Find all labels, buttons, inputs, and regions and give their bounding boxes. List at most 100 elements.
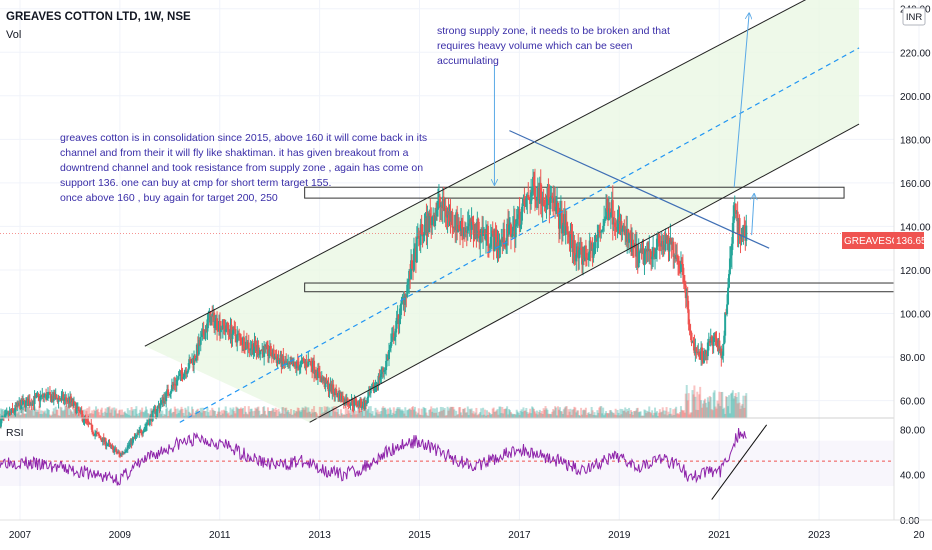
- volume-bar: [331, 406, 334, 418]
- candle-body: [249, 348, 252, 350]
- volume-bar: [222, 409, 225, 418]
- candle-body: [650, 251, 653, 260]
- volume-bar: [244, 411, 247, 418]
- volume-bar: [329, 411, 332, 418]
- volume-bar: [718, 391, 721, 418]
- currency-badge[interactable]: [902, 7, 926, 26]
- volume-bar: [677, 413, 680, 418]
- volume-bar: [216, 413, 219, 418]
- volume-bar: [149, 408, 152, 418]
- candle-body: [389, 342, 392, 348]
- volume-bar: [546, 409, 549, 418]
- candle-body: [740, 235, 743, 239]
- candle-body: [527, 194, 530, 199]
- candle-body: [57, 398, 60, 402]
- candle-body: [80, 410, 83, 415]
- volume-bar: [350, 414, 353, 418]
- candle-body: [202, 329, 205, 336]
- volume-bar: [388, 407, 391, 418]
- candle-body: [33, 395, 36, 405]
- volume-bar: [62, 411, 65, 418]
- price-tick-label: 160.00: [900, 179, 931, 190]
- candle-body: [659, 245, 662, 247]
- candle-body: [712, 336, 715, 346]
- volume-bar: [442, 409, 445, 418]
- volume-bar: [527, 414, 530, 418]
- volume-bar: [30, 408, 33, 418]
- volume-bar: [403, 413, 406, 418]
- volume-bar: [32, 415, 35, 418]
- volume-bar: [287, 410, 290, 418]
- volume-bar: [687, 393, 690, 418]
- volume-bar: [211, 407, 214, 418]
- analysis-note: greaves cotton is in consolidation since…: [60, 132, 427, 204]
- volume-bar: [130, 407, 133, 418]
- volume-bar: [712, 392, 715, 418]
- candle-body: [727, 287, 730, 305]
- candle-body: [307, 359, 310, 367]
- candle-body: [547, 187, 550, 199]
- volume-bar: [565, 406, 568, 418]
- candle-body: [555, 206, 558, 212]
- price-tick-label: 200.00: [900, 92, 931, 103]
- volume-bar: [489, 414, 492, 418]
- time-axis[interactable]: 2007 2009 2011 2013 2015 2017 2019 2021 2023 20: [9, 530, 925, 541]
- candle-body: [111, 445, 114, 447]
- volume-bar: [470, 408, 473, 418]
- volume-bar: [459, 407, 462, 418]
- price-tag: [842, 232, 894, 249]
- volume-bar: [693, 385, 696, 418]
- volume-bar: [285, 407, 288, 418]
- volume-bar: [137, 415, 140, 418]
- volume-bar: [526, 412, 529, 418]
- volume-bar: [452, 406, 455, 418]
- candle-body: [55, 394, 58, 399]
- candle-body: [545, 205, 548, 209]
- volume-bar: [115, 408, 118, 418]
- price-tick-label: 120.00: [900, 266, 931, 277]
- candle-body: [600, 231, 603, 233]
- candle-body: [730, 243, 733, 256]
- candle-body: [723, 335, 726, 344]
- volume-bar: [416, 412, 419, 418]
- volume-bar: [351, 408, 354, 418]
- candle-body: [720, 348, 723, 358]
- candle-body: [431, 217, 434, 226]
- volume-bar: [443, 407, 446, 418]
- candle-body: [472, 221, 475, 235]
- candle-body: [300, 360, 303, 362]
- candle-body: [252, 349, 255, 355]
- candle-body: [380, 373, 383, 378]
- candle-body: [316, 368, 319, 378]
- volume-bar: [462, 409, 465, 418]
- candle-body: [493, 229, 496, 252]
- volume-bar: [92, 413, 95, 418]
- volume-bar: [237, 408, 240, 418]
- volume-bar: [239, 408, 242, 418]
- volume-bar: [271, 407, 274, 418]
- channel-lower-line: [309, 123, 860, 423]
- time-tick-label: 2019: [608, 530, 631, 541]
- volume-bar: [12, 411, 15, 418]
- channel-midline: [179, 47, 860, 423]
- candle-body: [442, 196, 445, 211]
- volume-bar: [488, 412, 491, 418]
- volume-bar: [445, 415, 448, 418]
- candle-body: [509, 224, 512, 237]
- candle-body: [542, 197, 545, 206]
- volume-bar: [166, 407, 169, 418]
- volume-bar: [692, 394, 695, 418]
- volume-bar: [120, 409, 123, 418]
- volume-bar: [458, 407, 461, 418]
- volume-bar: [270, 410, 273, 418]
- volume-bar: [568, 411, 571, 418]
- volume-bar: [218, 411, 221, 418]
- volume-bar: [428, 409, 431, 418]
- volume-bar: [363, 409, 366, 418]
- candle-body: [131, 439, 134, 445]
- volume-bar: [630, 411, 633, 418]
- candle-body: [614, 226, 617, 230]
- volume-bar: [609, 410, 612, 418]
- volume-bar: [739, 408, 742, 418]
